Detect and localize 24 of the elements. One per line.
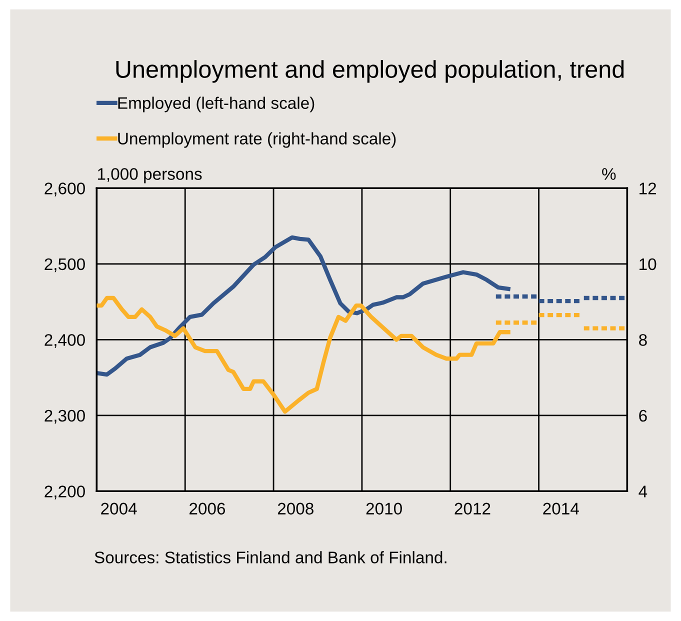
y2-tick-label: 4 [638,486,648,498]
y2-tick-label: 12 [640,182,656,194]
legend-label: Employed (left-hand scale) [118,96,314,112]
x-tick-label: 2008 [278,502,314,515]
y-tick-label: 2,300 [44,410,85,424]
x-tick-label: 2012 [454,502,490,515]
y2-tick-label: 6 [639,410,647,422]
y-tick-label: 2,200 [44,486,85,500]
y-tick-label: 2,400 [44,334,85,348]
line-series [96,296,510,414]
y2-axis-title: % [602,168,616,180]
x-tick-label: 2006 [190,502,226,515]
x-tick-label: 2014 [543,502,579,515]
y2-tick-label: 8 [639,334,647,346]
y-axis-title: 1,000 persons [98,168,202,184]
x-tick-label: 2004 [101,502,137,515]
source-note: Sources: Statistics Finland and Bank of Finland. [94,551,446,564]
y2-tick-label: 10 [640,258,656,270]
x-tick-label: 2010 [366,502,402,515]
legend-label: Unemployment rate (right-hand scale) [118,132,396,148]
y-tick-label: 2,500 [44,258,85,272]
line-series [96,235,510,377]
y-tick-label: 2,600 [44,182,85,196]
chart-title: Unemployment and employed population, trend [116,60,624,83]
